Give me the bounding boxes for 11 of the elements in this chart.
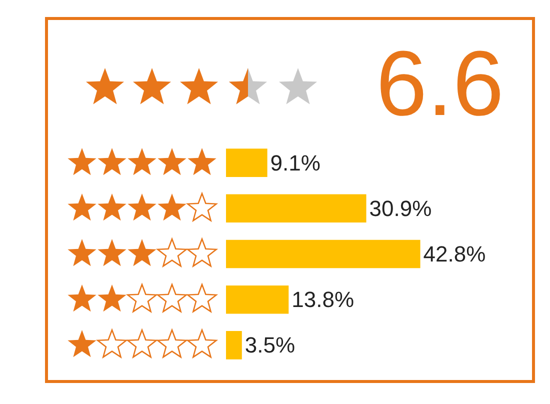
text: 6.6 — [376, 33, 504, 135]
data-label: 9.1% — [270, 150, 320, 176]
data-label: 42.8% — [423, 242, 486, 266]
bar — [226, 331, 242, 360]
bar — [226, 148, 268, 177]
bar — [226, 194, 366, 223]
bar — [226, 240, 420, 268]
data-label: 30.9% — [369, 196, 432, 221]
data-label: 13.8% — [292, 287, 354, 312]
data-label: 3.5% — [244, 332, 296, 358]
bar — [226, 285, 289, 314]
